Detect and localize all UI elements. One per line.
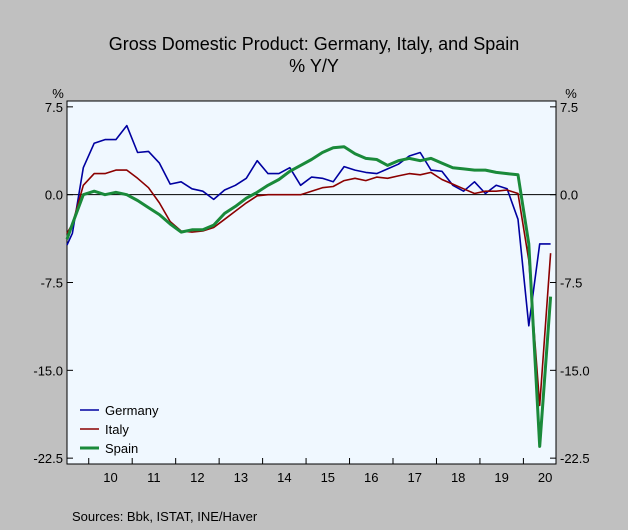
x-tick-label: 18 [451, 470, 465, 485]
series-line-italy [66, 169, 552, 407]
y-tick-label-left: 7.5 [45, 100, 63, 115]
right-y-axis: 7.5 0.0 -7.5 -15.0 -22.5 [550, 100, 590, 466]
series-line-germany [66, 124, 551, 327]
x-tick-label: 11 [147, 470, 161, 485]
x-tick-label: 20 [538, 470, 552, 485]
left-unit-label: % [52, 86, 64, 101]
left-y-axis: 7.5 0.0 -7.5 -15.0 -22.5 [33, 100, 73, 466]
x-tick-label: 17 [407, 470, 421, 485]
source-note: Sources: Bbk, ISTAT, INE/Haver [72, 509, 258, 524]
legend-label-germany: Germany [105, 403, 159, 418]
y-tick-label-right: 7.5 [560, 100, 578, 115]
y-tick-label-right: -22.5 [560, 451, 590, 466]
x-axis: 10 11 12 13 14 15 16 17 18 19 20 [88, 458, 552, 485]
chart-subtitle: % Y/Y [289, 56, 339, 76]
y-tick-label-left: -22.5 [33, 451, 63, 466]
x-tick-label: 19 [494, 470, 508, 485]
legend: Germany Italy Spain [80, 403, 159, 456]
x-tick-label: 12 [190, 470, 204, 485]
y-tick-label-left: 0.0 [45, 188, 63, 203]
y-tick-label-left: -15.0 [33, 363, 63, 378]
y-tick-label-right: 0.0 [560, 188, 578, 203]
x-tick-label: 14 [277, 470, 291, 485]
x-tick-label: 16 [364, 470, 378, 485]
right-unit-label: % [565, 86, 577, 101]
series-line-spain [65, 145, 553, 448]
y-tick-label-right: -15.0 [560, 363, 590, 378]
y-tick-label-left: -7.5 [41, 276, 63, 291]
series-lines [65, 124, 553, 448]
legend-label-italy: Italy [105, 422, 129, 437]
plot-area [66, 100, 557, 465]
chart-title: Gross Domestic Product: Germany, Italy, … [109, 34, 520, 54]
x-tick-label: 13 [234, 470, 248, 485]
x-tick-label: 10 [103, 470, 117, 485]
x-tick-label: 15 [321, 470, 335, 485]
legend-label-spain: Spain [105, 441, 138, 456]
y-tick-label-right: -7.5 [560, 276, 582, 291]
